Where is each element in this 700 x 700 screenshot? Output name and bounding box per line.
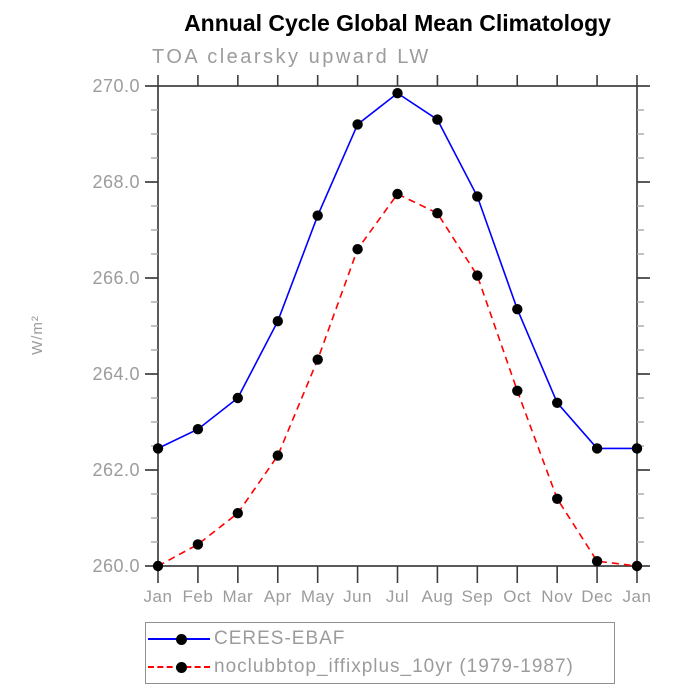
x-tick-label: May: [301, 587, 335, 606]
data-point: [432, 114, 443, 125]
data-point: [272, 450, 283, 461]
legend-line-sample-dashed: [148, 662, 210, 673]
data-point: [432, 208, 443, 219]
y-tick-label: 260.0: [92, 556, 140, 576]
y-tick-label: 264.0: [92, 364, 140, 384]
data-point: [192, 424, 204, 435]
data-point: [392, 188, 403, 200]
y-tick-label: 262.0: [92, 460, 140, 480]
x-tick-label: Mar: [222, 587, 253, 606]
data-point: [352, 244, 363, 255]
series-line-1: [157, 192, 638, 567]
data-point: [512, 385, 523, 396]
data-point: [312, 210, 323, 221]
legend-marker-dot: [176, 662, 187, 673]
legend-line-sample-solid: [148, 634, 210, 645]
data-point: [392, 88, 403, 99]
data-point: [591, 443, 603, 454]
data-point: [552, 493, 563, 504]
data-point: [312, 354, 323, 365]
x-tick-label: Sep: [461, 587, 493, 606]
data-point: [591, 556, 603, 567]
x-tick-label: Dec: [581, 587, 613, 606]
y-tick-label: 268.0: [92, 172, 140, 192]
x-tick-label: Oct: [503, 587, 531, 606]
data-point: [192, 539, 204, 550]
x-tick-label: Jul: [386, 587, 409, 606]
data-point: [352, 119, 363, 130]
y-tick-label: 266.0: [92, 268, 140, 288]
x-tick-label: Nov: [541, 587, 573, 606]
data-point: [512, 304, 523, 315]
x-tick-label: Feb: [183, 587, 214, 606]
legend-item-ceres-ebaf: CERES-EBAF: [146, 625, 614, 653]
series-line-0: [157, 92, 637, 450]
data-point: [232, 508, 243, 519]
legend-label-ceres-ebaf: CERES-EBAF: [214, 628, 346, 649]
x-tick-label: Jun: [343, 587, 372, 606]
y-tick-label: 270.0: [92, 76, 140, 96]
data-point: [152, 560, 164, 572]
data-point: [472, 270, 483, 281]
x-tick-label: Jan: [144, 587, 173, 606]
x-tick-label: Jan: [623, 587, 652, 606]
plot-frame: [157, 85, 638, 567]
data-point: [631, 560, 643, 572]
data-point: [472, 191, 483, 202]
y-axis-label: W/m²: [29, 315, 46, 355]
chart-title: Annual Cycle Global Mean Climatology: [184, 10, 611, 36]
legend-item-noclubbtop: noclubbtop_iffixplus_10yr (1979-1987): [146, 653, 614, 681]
x-tick-label: Apr: [264, 587, 292, 606]
data-point: [552, 397, 563, 408]
legend-box: CERES-EBAF noclubbtop_iffixplus_10yr (19…: [145, 622, 615, 684]
data-point: [631, 443, 643, 454]
legend-label-noclubbtop: noclubbtop_iffixplus_10yr (1979-1987): [214, 656, 574, 677]
legend-marker-dot: [176, 634, 187, 645]
data-point: [272, 316, 283, 327]
data-point: [152, 443, 164, 454]
chart-subtitle: TOA clearsky upward LW: [152, 46, 431, 68]
x-tick-label: Aug: [422, 587, 454, 606]
data-point: [232, 392, 243, 404]
